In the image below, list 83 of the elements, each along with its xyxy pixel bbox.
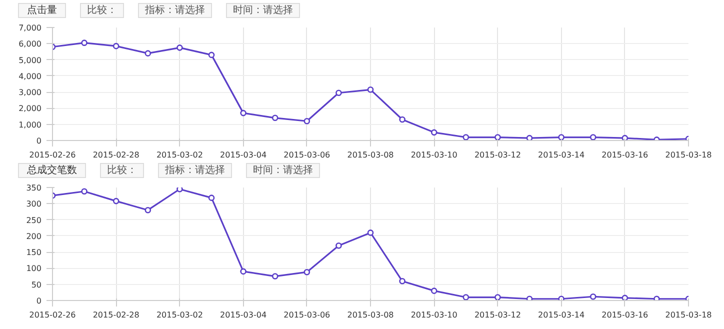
x-tick-label: 2015-03-12 (474, 310, 521, 320)
point (494, 134, 501, 140)
y-tick-label: 6,000 (18, 40, 42, 49)
x-tick-label: 2015-03-02 (156, 310, 203, 320)
point (112, 198, 120, 204)
y-tick-label: 50 (31, 280, 42, 290)
text: 比较： (100, 163, 144, 178)
point (430, 129, 438, 136)
point (367, 230, 374, 236)
point (272, 114, 278, 122)
point (304, 268, 310, 276)
point (81, 188, 88, 195)
x-tick-label: 2015-03-08 (347, 310, 394, 320)
point (176, 188, 183, 192)
x-tick-label: 2015-03-08 (347, 150, 394, 160)
point (622, 134, 628, 140)
y-tick-label: 300 (26, 200, 42, 209)
point (494, 294, 501, 300)
x-tick-label: 2015-03-04 (220, 310, 267, 320)
point (112, 42, 120, 50)
x-tick-label: 2015-03-18 (665, 150, 712, 160)
x-tick-label: 2015-02-26 (29, 150, 76, 160)
point (462, 294, 470, 300)
point (367, 86, 374, 93)
point (336, 242, 342, 249)
y-tick-label: 3,000 (18, 88, 42, 98)
x-tick-label: 2015-03-16 (602, 150, 648, 160)
y-tick-label: 200 (26, 232, 42, 241)
x-tick-label: 2015-03-14 (538, 310, 585, 320)
chart-title: 总成交笔数 (18, 163, 86, 178)
x-tick-label: 2015-02-28 (92, 150, 140, 160)
y-tick-label: 7,000 (18, 24, 42, 32)
point (622, 294, 628, 300)
point (590, 134, 596, 140)
x-tick-label: 2015-03-02 (156, 150, 203, 160)
y-tick-label: 100 (26, 264, 42, 274)
y-tick-label: 250 (26, 216, 42, 225)
x-tick-label: 2015-03-18 (665, 310, 712, 320)
text: 指标：请选择 (138, 3, 212, 18)
point (272, 273, 278, 280)
point (462, 134, 470, 140)
x-tick-label: 2015-03-06 (284, 310, 330, 320)
x-tick-label: 2015-03-06 (284, 150, 330, 160)
point (304, 118, 310, 124)
text: 时间：请选择 (226, 3, 300, 18)
chart-title: 点击量 (18, 3, 66, 18)
x-tick-label: 2015-03-16 (602, 310, 648, 320)
y-tick-label: 2,000 (18, 104, 42, 114)
point (208, 52, 215, 58)
point (526, 296, 533, 300)
y-tick-label: 5,000 (18, 56, 42, 65)
point (654, 296, 660, 300)
x-tick-label: 2015-03-10 (410, 150, 458, 160)
text: 时间：请选择 (246, 163, 320, 178)
y-tick-label: 150 (26, 248, 42, 258)
point (590, 293, 596, 300)
y-tick-label: 1,000 (18, 120, 42, 130)
point (240, 268, 246, 275)
point (430, 288, 438, 294)
x-tick-label: 2015-02-26 (29, 310, 76, 320)
point (558, 296, 564, 300)
point (336, 90, 342, 96)
y-tick-label: 4,000 (18, 72, 42, 81)
point (144, 50, 152, 56)
text: 比较： (80, 3, 124, 18)
point (81, 40, 88, 46)
point (558, 134, 564, 140)
x-tick-label: 2015-03-04 (220, 150, 267, 160)
point (240, 110, 246, 116)
point (399, 278, 406, 284)
x-tick-label: 2015-02-28 (92, 310, 140, 320)
point (208, 194, 215, 201)
y-tick-label: 0 (36, 296, 42, 306)
text: 指标：请选择 (158, 163, 232, 178)
point (526, 134, 533, 140)
y-tick-label: 0 (36, 136, 42, 146)
y-tick-label: 350 (26, 184, 42, 192)
point (144, 206, 152, 214)
point (176, 44, 183, 51)
x-tick-label: 2015-03-12 (474, 150, 521, 160)
point (399, 116, 406, 123)
x-tick-label: 2015-03-14 (538, 150, 585, 160)
x-tick-label: 2015-03-10 (410, 310, 458, 320)
